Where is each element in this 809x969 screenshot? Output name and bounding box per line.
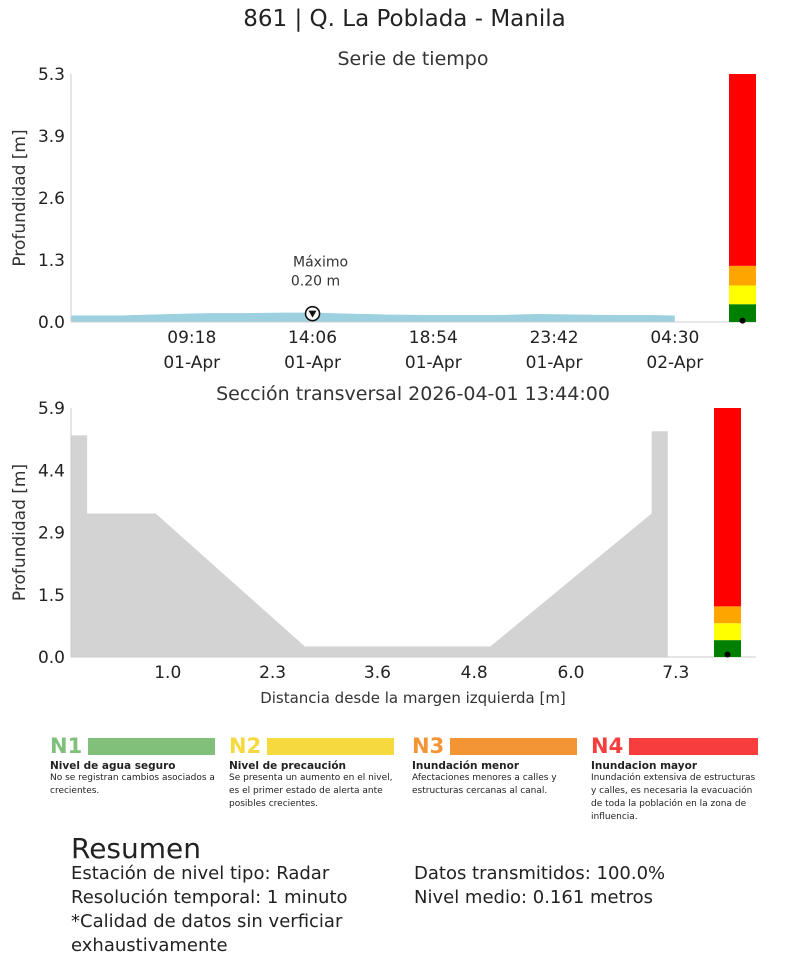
x-tick-time: 04:30: [650, 328, 699, 348]
level-bar-segment: [729, 265, 756, 286]
y-tick-label: 5.9: [38, 399, 65, 419]
legend-description: No se registran cambios asociados a crec…: [50, 773, 215, 796]
x-tick-date: 01-Apr: [284, 353, 341, 373]
water-depth-series: [71, 312, 675, 322]
y-tick-label: 0.0: [38, 313, 65, 333]
legend-item-n1: N1 Nivel de agua seguro No se registran ca…: [50, 735, 215, 798]
chart-title: Serie de tiempo: [338, 48, 489, 70]
max-label: Máximo: [293, 255, 348, 271]
summary-title: Resumen: [71, 832, 202, 865]
y-tick-label: 5.3: [38, 65, 65, 85]
channel-terrain: [71, 431, 668, 657]
y-tick-label: 4.4: [38, 461, 65, 481]
summary-line: Datos transmitidos: 100.0%: [414, 863, 666, 884]
legend-title: Inundación menor: [412, 760, 520, 772]
legend-title: Inundacion mayor: [591, 760, 698, 772]
legend-description: Inundación extensiva de estructuras y ca…: [591, 773, 756, 822]
max-value-label: 0.20 m: [291, 274, 340, 290]
y-tick-label: 0.0: [38, 648, 65, 668]
level-bar-segment: [729, 74, 756, 266]
x-tick-time: 23:42: [530, 328, 579, 348]
max-marker-arrow: [308, 310, 317, 318]
x-tick-label: 6.0: [557, 663, 584, 683]
legend-color-bar: [267, 737, 394, 755]
level-bar-segment: [729, 285, 756, 305]
x-tick-date: 01-Apr: [163, 353, 220, 373]
legend-color-bar: [450, 737, 577, 755]
x-tick-date: 02-Apr: [646, 353, 703, 373]
summary-line: *Calidad de datos sin verficiar: [71, 911, 343, 932]
level-bar-segment: [714, 606, 741, 624]
y-tick-label: 1.3: [38, 251, 65, 271]
summary-line: Estación de nivel tipo: Radar: [71, 863, 330, 884]
legend-item-n2: N2 Nivel de precaución Se presenta un aume…: [229, 735, 394, 811]
x-tick-date: 01-Apr: [526, 353, 583, 373]
legend-code: N3: [412, 734, 445, 758]
legend-code: N1: [50, 734, 83, 758]
cross-section-chart: Sección transversal 2026-04-01 13:44:00 P…: [10, 383, 756, 707]
legend-header: N4: [591, 735, 758, 757]
legend-code: N4: [591, 734, 624, 758]
legend-title: Nivel de agua seguro: [50, 760, 176, 772]
y-axis-label: Profundidad [m]: [10, 129, 30, 266]
summary-line: Resolución temporal: 1 minuto: [71, 887, 348, 908]
legend-item-n3: N3 Inundación menor Afectaciones menores a…: [412, 735, 577, 798]
x-tick-date: 01-Apr: [405, 353, 462, 373]
chart-title: Sección transversal 2026-04-01 13:44:00: [216, 383, 610, 405]
x-tick-time: 14:06: [288, 328, 337, 348]
level-bar-segment: [714, 640, 741, 657]
summary-right-column: Datos transmitidos: 100.0% Nivel medio: …: [414, 862, 665, 910]
y-tick-label: 2.6: [38, 189, 65, 209]
x-tick-time: 18:54: [409, 328, 458, 348]
y-tick-label: 2.9: [38, 524, 65, 544]
y-axis-label: Profundidad [m]: [10, 464, 30, 601]
x-tick-time: 09:18: [167, 328, 216, 348]
x-tick-label: 3.6: [364, 663, 391, 683]
summary-line: Nivel medio: 0.161 metros: [414, 887, 654, 908]
x-tick-label: 2.3: [259, 663, 286, 683]
level-bar-segment: [729, 304, 756, 322]
y-tick-label: 1.5: [38, 586, 65, 606]
page-title: 861 | Q. La Poblada - Manila: [243, 6, 566, 32]
legend-color-bar: [88, 737, 215, 755]
level-bar-segment: [714, 408, 741, 607]
level-bar-segment: [714, 623, 741, 641]
legend-code: N2: [229, 734, 262, 758]
current-level-dot: [724, 651, 731, 658]
legend-color-bar: [629, 737, 758, 755]
x-tick-label: 4.8: [461, 663, 488, 683]
x-axis-label: Distancia desde la margen izquierda [m]: [260, 689, 566, 707]
summary-line: exhaustivamente: [71, 935, 228, 956]
time-series-chart: Serie de tiempo Profundidad [m] 0.0 1.3 2.6 3…: [10, 48, 756, 373]
legend-title: Nivel de precaución: [229, 760, 347, 772]
x-tick-label: 1.0: [154, 663, 181, 683]
legend-header: N1: [50, 735, 215, 757]
x-tick-label: 7.3: [662, 663, 689, 683]
legend-description: Afectaciones menores a calles y estructu…: [412, 773, 557, 796]
current-level-dot: [739, 317, 746, 324]
summary-left-column: Estación de nivel tipo: Radar Resolución…: [71, 862, 348, 958]
legend-header: N2: [229, 735, 394, 757]
legend-item-n4: N4 Inundacion mayor Inundación extensiva d…: [591, 735, 758, 824]
y-tick-label: 3.9: [38, 127, 65, 147]
legend-description: Se presenta un aumento en el nivel, es e…: [229, 773, 393, 809]
legend-header: N3: [412, 735, 577, 757]
